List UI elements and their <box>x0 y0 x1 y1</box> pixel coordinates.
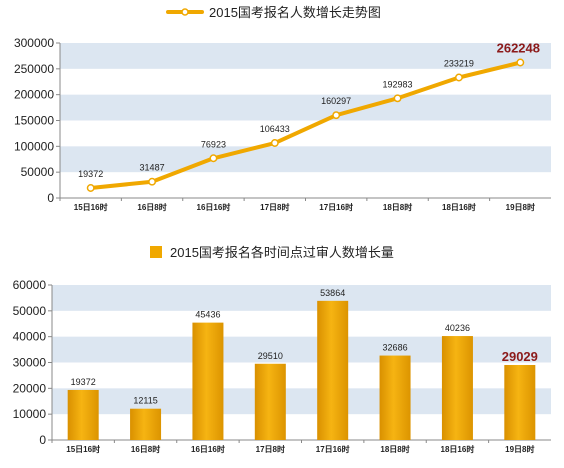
y-tick-label: 50000 <box>13 304 47 318</box>
y-tick-label: 0 <box>47 191 54 205</box>
y-tick-label: 0 <box>39 433 46 447</box>
data-label: 76923 <box>201 139 226 149</box>
y-tick-label: 250000 <box>14 62 54 76</box>
y-tick-label: 300000 <box>14 36 54 50</box>
grid-band <box>60 146 551 173</box>
legend-bar-swatch <box>150 246 162 258</box>
data-label-highlight: 29029 <box>502 349 538 364</box>
x-tick-label: 17日16时 <box>316 444 350 454</box>
data-point <box>454 73 463 82</box>
x-tick-label: 17日8时 <box>260 202 289 212</box>
line-chart: 0 50000 100000 150000 200000 250000 300000 15日1… <box>14 5 551 212</box>
data-label: 19372 <box>71 377 96 387</box>
x-tick-label: 18日8时 <box>383 202 412 212</box>
x-tick-label: 15日16时 <box>66 444 100 454</box>
data-point <box>332 111 341 120</box>
data-label: 160297 <box>321 96 351 106</box>
x-tick-label: 19日8时 <box>506 202 535 212</box>
legend-marker <box>181 8 189 16</box>
bar <box>130 408 162 440</box>
data-label: 29510 <box>258 351 283 361</box>
x-tick-label: 15日16时 <box>74 202 108 212</box>
series-line <box>88 60 523 190</box>
y-tick-label: 100000 <box>14 139 54 153</box>
grid-band <box>60 94 551 121</box>
data-label: 53864 <box>320 288 345 298</box>
bar <box>67 389 99 440</box>
x-tick-label: 17日8时 <box>256 444 285 454</box>
data-label: 19372 <box>78 169 103 179</box>
data-label: 32686 <box>383 343 408 353</box>
x-tick-label: 16日16时 <box>197 202 231 212</box>
data-label: 106433 <box>260 124 290 134</box>
data-point <box>86 184 95 192</box>
grid-band <box>52 388 551 415</box>
x-tick-label: 17日16时 <box>319 202 353 212</box>
chart-title: 2015国考报名各时间点过审人数增长量 <box>170 245 394 260</box>
y-tick-label: 10000 <box>13 407 47 421</box>
grid-band <box>60 43 551 69</box>
data-point <box>516 58 525 67</box>
data-point <box>148 177 157 186</box>
data-point <box>270 139 279 147</box>
bar <box>379 355 411 440</box>
data-label: 192983 <box>383 79 413 89</box>
grid-band <box>52 285 551 311</box>
y-tick-label: 50000 <box>21 165 55 179</box>
grid-band <box>52 336 551 363</box>
chart-title: 2015国考报名人数增长走势图 <box>209 5 381 20</box>
data-label: 40236 <box>445 323 470 333</box>
x-tick-label: 16日8时 <box>137 202 166 212</box>
data-label: 31487 <box>140 163 165 173</box>
data-point <box>393 94 402 103</box>
y-tick-label: 150000 <box>14 114 54 128</box>
data-label-highlight: 262248 <box>497 41 540 56</box>
y-tick-label: 60000 <box>13 278 47 292</box>
bar <box>317 300 349 440</box>
data-label: 12115 <box>133 396 157 406</box>
data-point <box>209 154 218 163</box>
y-tick-label: 20000 <box>13 381 47 395</box>
x-tick-label: 19日8时 <box>505 444 534 454</box>
bar <box>441 336 473 440</box>
x-tick-label: 16日16时 <box>191 444 225 454</box>
x-tick-label: 18日8时 <box>380 444 409 454</box>
y-tick-label: 40000 <box>13 330 47 344</box>
bar-chart: 0 10000 20000 30000 40000 50000 60000 15日16时 16日… <box>13 245 551 454</box>
bar <box>254 363 286 440</box>
x-tick-label: 18日16时 <box>442 202 476 212</box>
data-label: 233219 <box>444 59 474 69</box>
y-tick-label: 200000 <box>14 88 54 102</box>
y-tick-label: 30000 <box>13 356 47 370</box>
bar <box>504 365 536 440</box>
x-tick-label: 18日16时 <box>441 444 475 454</box>
x-tick-label: 16日8时 <box>131 444 160 454</box>
bar <box>192 322 224 440</box>
data-label: 45436 <box>195 310 220 320</box>
